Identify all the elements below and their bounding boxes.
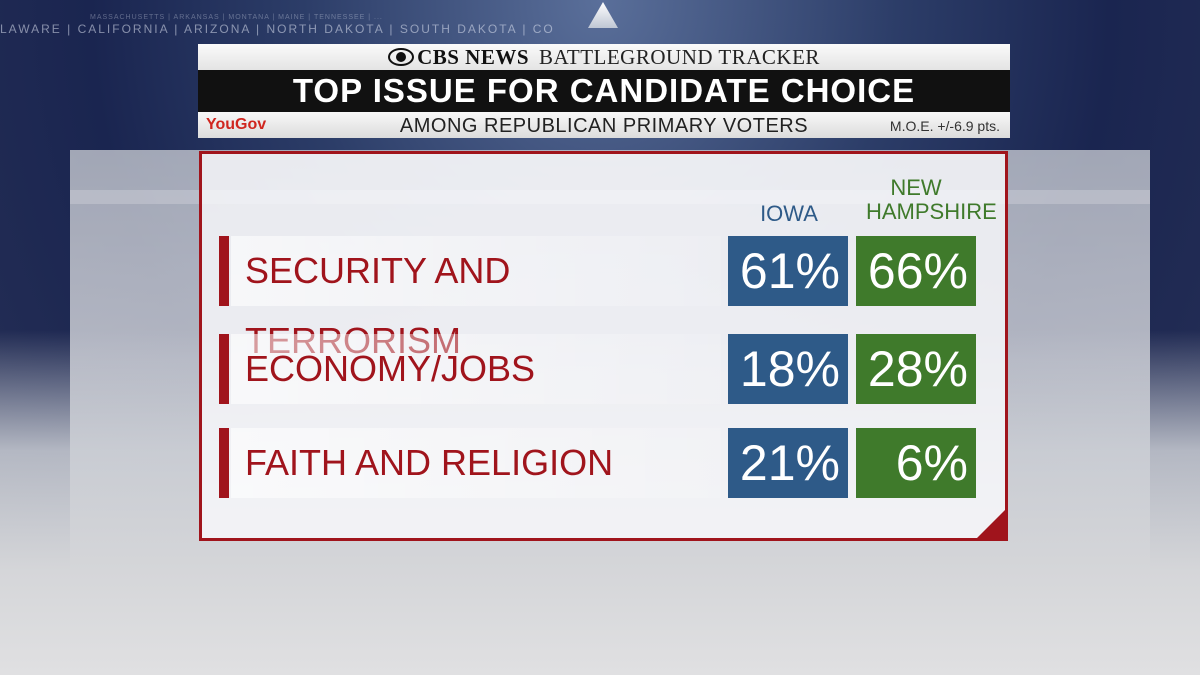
cbs-eye-icon [388,48,415,66]
row-label: FAITH AND RELIGION [231,428,721,498]
value-new-hampshire: 66% [856,236,976,306]
header-brand-bar: CBS NEWS BATTLEGROUND TRACKER [198,44,1010,70]
flag-icon [588,2,618,28]
row-marker [219,428,229,498]
value-new-hampshire: 6% [856,428,976,498]
results-panel: IOWA NEW HAMPSHIRE SECURITY AND TERRORIS… [199,151,1008,541]
column-header-iowa: IOWA [760,201,818,226]
table-row: FAITH AND RELIGION 21% 6% [219,428,989,498]
column-header-new-hampshire-text: NEW HAMPSHIRE [866,175,997,224]
row-marker [219,334,229,404]
row-marker [219,236,229,306]
header-subtitle-bar: YouGov AMONG REPUBLICAN PRIMARY VOTERS M… [198,112,1010,138]
value-iowa: 21% [728,428,848,498]
background-states-small: MASSACHUSETTS | ARKANSAS | MONTANA | MAI… [90,14,383,21]
table-row: SECURITY AND TERRORISM 61% 66% [219,236,989,361]
column-header-new-hampshire: NEW HAMPSHIRE [857,175,997,224]
value-iowa: 61% [728,236,848,306]
margin-of-error: M.O.E. +/-6.9 pts. [889,118,1000,134]
value-new-hampshire: 28% [856,334,976,404]
chart-title: TOP ISSUE FOR CANDIDATE CHOICE [198,70,1010,112]
value-iowa: 18% [728,334,848,404]
yougov-logo: YouGov [206,116,267,133]
tracker-name: BATTLEGROUND TRACKER [539,44,820,69]
panel-corner-accent [977,510,1005,538]
background-states-line: LAWARE | CALIFORNIA | ARIZONA | NORTH DA… [0,22,555,36]
brand-name: CBS NEWS [417,44,530,69]
chart-subtitle: AMONG REPUBLICAN PRIMARY VOTERS [399,115,809,137]
table-row: ECONOMY/JOBS 18% 28% [219,334,989,404]
row-label: SECURITY AND TERRORISM [231,236,721,361]
row-label: ECONOMY/JOBS [231,334,721,404]
